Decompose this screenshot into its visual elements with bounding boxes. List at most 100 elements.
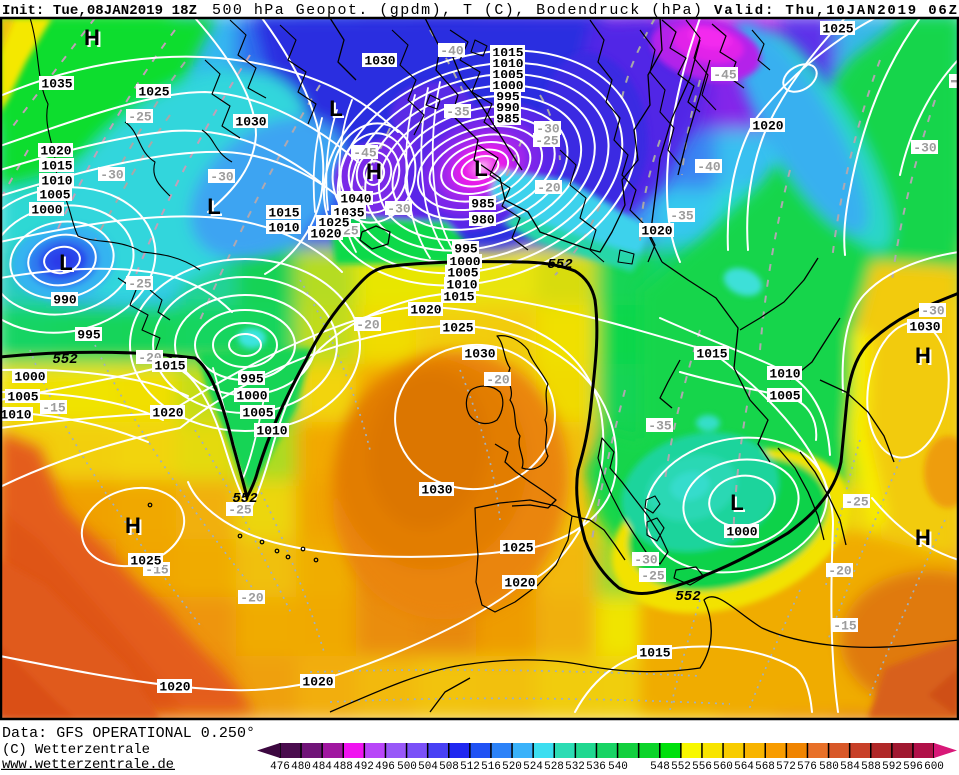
svg-text:500 hPa Geopot. (gpdm), T (C),: 500 hPa Geopot. (gpdm), T (C), Bodendruc… xyxy=(212,2,704,19)
svg-text:516: 516 xyxy=(481,761,501,770)
svg-text:1020: 1020 xyxy=(752,119,783,134)
svg-text:L: L xyxy=(474,156,487,181)
svg-text:1015: 1015 xyxy=(154,359,185,374)
svg-text:552: 552 xyxy=(671,761,691,770)
svg-text:536: 536 xyxy=(586,761,606,770)
svg-text:-30: -30 xyxy=(387,202,411,217)
svg-text:1000: 1000 xyxy=(726,525,757,540)
svg-text:1025: 1025 xyxy=(822,22,853,37)
svg-text:-20: -20 xyxy=(240,591,264,606)
svg-text:1020: 1020 xyxy=(504,576,535,591)
svg-text:L: L xyxy=(730,490,743,515)
svg-text:1010: 1010 xyxy=(41,174,72,189)
svg-text:Data: GFS OPERATIONAL 0.250°: Data: GFS OPERATIONAL 0.250° xyxy=(2,725,255,742)
svg-text:980: 980 xyxy=(471,213,495,228)
svg-text:504: 504 xyxy=(418,761,438,770)
svg-text:1010: 1010 xyxy=(256,424,287,439)
svg-text:Valid: Thu,10JAN2019 06Z: Valid: Thu,10JAN2019 06Z xyxy=(714,3,957,19)
svg-text:H: H xyxy=(915,343,931,368)
svg-text:1005: 1005 xyxy=(7,390,38,405)
svg-text:524: 524 xyxy=(523,761,543,770)
svg-text:-25: -25 xyxy=(535,134,559,149)
svg-text:588: 588 xyxy=(861,761,881,770)
svg-text:H: H xyxy=(127,515,143,540)
svg-text:985: 985 xyxy=(471,197,495,212)
svg-text:H: H xyxy=(915,525,931,550)
svg-text:1005: 1005 xyxy=(447,266,478,281)
svg-text:1015: 1015 xyxy=(696,347,727,362)
svg-text:990: 990 xyxy=(53,293,77,308)
svg-text:1020: 1020 xyxy=(159,680,190,695)
svg-text:-25: -25 xyxy=(128,277,152,292)
svg-text:1030: 1030 xyxy=(235,115,266,130)
svg-text:1020: 1020 xyxy=(310,227,341,242)
svg-text:568: 568 xyxy=(755,761,775,770)
svg-text:1020: 1020 xyxy=(152,406,183,421)
svg-text:476: 476 xyxy=(270,761,290,770)
svg-text:-25: -25 xyxy=(845,495,869,510)
svg-text:-20: -20 xyxy=(828,564,852,579)
svg-text:-25: -25 xyxy=(228,503,252,518)
svg-text:548: 548 xyxy=(650,761,670,770)
svg-text:508: 508 xyxy=(439,761,459,770)
svg-text:1025: 1025 xyxy=(138,85,169,100)
svg-text:995: 995 xyxy=(454,242,478,257)
svg-text:-30: -30 xyxy=(210,170,234,185)
svg-text:-40: -40 xyxy=(440,44,464,59)
svg-text:-25: -25 xyxy=(128,110,152,125)
svg-text:-20: -20 xyxy=(486,373,510,388)
svg-text:552: 552 xyxy=(52,352,78,368)
svg-text:480: 480 xyxy=(291,761,311,770)
svg-text:580: 580 xyxy=(819,761,839,770)
svg-text:-20: -20 xyxy=(356,318,380,333)
svg-text:L: L xyxy=(329,96,342,121)
svg-text:540: 540 xyxy=(608,761,628,770)
svg-text:1000: 1000 xyxy=(31,203,62,218)
svg-text:H: H xyxy=(368,161,384,186)
svg-text:-45: -45 xyxy=(353,146,377,161)
svg-text:532: 532 xyxy=(565,761,585,770)
svg-text:1040: 1040 xyxy=(340,192,371,207)
svg-text:-20: -20 xyxy=(537,181,561,196)
svg-text:L: L xyxy=(476,158,489,183)
svg-text:1005: 1005 xyxy=(39,188,70,203)
svg-text:1035: 1035 xyxy=(41,77,72,92)
svg-text:1030: 1030 xyxy=(421,483,452,498)
svg-text:1005: 1005 xyxy=(769,389,800,404)
svg-text:H: H xyxy=(917,527,933,552)
svg-text:-30: -30 xyxy=(921,304,945,319)
svg-text:1015: 1015 xyxy=(268,206,299,221)
svg-text:1005: 1005 xyxy=(242,406,273,421)
svg-text:-30: -30 xyxy=(913,141,937,156)
svg-text:560: 560 xyxy=(713,761,733,770)
svg-text:www.wetterzentrale.de: www.wetterzentrale.de xyxy=(2,757,174,770)
svg-text:584: 584 xyxy=(840,761,860,770)
svg-text:-45: -45 xyxy=(713,68,737,83)
svg-text:596: 596 xyxy=(903,761,923,770)
svg-text:1010: 1010 xyxy=(769,367,800,382)
svg-text:1025: 1025 xyxy=(130,554,161,569)
svg-text:L: L xyxy=(732,492,745,517)
svg-text:600: 600 xyxy=(924,761,944,770)
svg-text:1025: 1025 xyxy=(442,321,473,336)
svg-text:592: 592 xyxy=(882,761,902,770)
svg-text:1020: 1020 xyxy=(40,144,71,159)
svg-text:500: 500 xyxy=(397,761,417,770)
svg-text:-40: -40 xyxy=(697,160,721,175)
svg-text:-30: -30 xyxy=(100,168,124,183)
svg-text:1020: 1020 xyxy=(641,224,672,239)
svg-text:995: 995 xyxy=(77,328,101,343)
svg-text:552: 552 xyxy=(547,257,573,273)
svg-text:488: 488 xyxy=(333,761,353,770)
svg-text:L: L xyxy=(61,252,74,277)
svg-text:1020: 1020 xyxy=(302,675,333,690)
svg-text:552: 552 xyxy=(675,589,701,605)
svg-text:H: H xyxy=(917,345,933,370)
svg-text:-15: -15 xyxy=(42,401,66,416)
svg-text:985: 985 xyxy=(496,112,520,127)
svg-text:1000: 1000 xyxy=(14,370,45,385)
svg-text:L: L xyxy=(59,250,72,275)
svg-text:1010: 1010 xyxy=(0,408,31,423)
svg-text:552: 552 xyxy=(232,491,258,507)
svg-text:484: 484 xyxy=(312,761,332,770)
